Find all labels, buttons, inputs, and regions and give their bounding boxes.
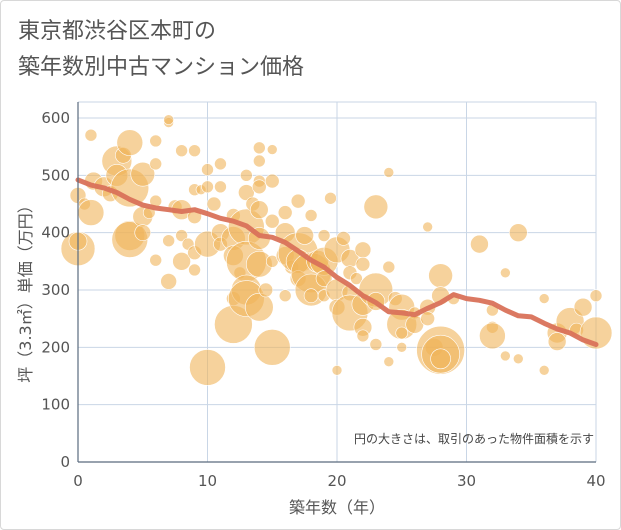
data-bubble [479,322,506,350]
trend-line [75,177,599,347]
trend-layer [75,177,599,347]
data-bubble [315,270,333,287]
axes [77,102,596,463]
y-tick-label: 500 [41,166,70,184]
y-tick-label: 400 [41,224,70,242]
data-bubble [149,157,162,171]
data-bubble [116,129,144,156]
data-bubble [278,289,292,303]
data-bubble [175,229,188,242]
data-bubble [266,144,278,155]
y-tick-label: 600 [41,109,70,127]
data-bubble [363,194,389,220]
x-tick-label: 40 [586,472,605,490]
data-bubble [500,350,511,362]
data-bubble [188,263,201,277]
data-bubble [547,332,567,351]
data-bubble [214,180,227,194]
y-tick-label: 100 [41,396,70,414]
data-bubble [130,161,156,187]
x-tick-label: 10 [198,472,217,490]
title-line-2: 築年数別中古マンション価格 [18,55,305,80]
data-bubble [538,293,550,304]
x-tick-label: 30 [457,472,476,490]
data-bubble [206,196,222,212]
data-bubble [395,326,409,340]
data-bubble [188,144,201,157]
data-bubble [134,224,152,241]
data-bubble [512,353,524,365]
data-bubble [160,273,177,290]
size-legend-note: 円の大きさは、取引のあった物件面積を示す [354,431,594,446]
data-bubble [149,253,162,267]
data-bubble [304,209,318,222]
data-bubble [253,329,291,366]
data-bubble [303,288,319,304]
data-bubble [201,180,214,194]
data-bubble [163,114,174,126]
y-axis-label: 坪（3.3㎡）単価（万円） [16,197,35,382]
data-bubble [214,157,227,171]
data-bubble [277,205,293,220]
x-tick-label: 20 [327,472,346,490]
data-bubble [238,184,255,201]
data-bubble [428,263,453,288]
data-bubble [430,348,451,370]
data-bubble [336,231,351,246]
data-bubble [149,134,162,148]
data-bubble [396,342,408,353]
data-bubble [382,260,396,274]
data-bubble [201,163,214,176]
data-bubble [290,193,306,209]
chart-title: 東京都渋谷区本町の 築年数別中古マンション価格 [18,14,304,86]
bubble-layer [60,114,613,386]
x-axis-label: 築年数（年） [289,498,385,517]
data-bubble [470,234,489,254]
data-bubble [420,311,435,326]
data-bubble [589,289,603,303]
data-bubble [251,179,267,195]
data-bubble [172,252,191,271]
y-tick-label: 300 [41,281,70,299]
data-bubble [538,364,550,376]
x-tick-label: 0 [73,472,83,490]
data-bubble [77,199,105,226]
data-bubble [189,349,226,386]
data-bubble [244,292,274,322]
data-bubble [508,223,528,242]
data-bubble [264,213,280,229]
data-bubble [354,241,372,259]
data-bubble [573,297,593,317]
data-bubble [264,173,280,189]
data-bubble [324,191,337,205]
data-bubble [252,154,266,168]
y-tick-label: 0 [60,453,70,471]
data-bubble [295,226,314,245]
data-bubble [383,167,395,178]
data-bubble [317,229,331,242]
data-bubble [162,234,175,247]
data-bubble [258,282,274,298]
data-bubble [240,169,253,182]
data-bubble [355,256,371,272]
data-bubble [175,144,188,157]
data-bubble [356,329,370,343]
data-bubble [331,364,343,376]
data-bubble [369,338,383,351]
data-bubble [252,141,266,155]
title-line-1: 東京都渋谷区本町の [18,19,217,44]
data-bubble [500,267,511,279]
data-bubble [383,356,395,367]
data-bubble [422,221,433,233]
data-bubble [249,200,269,220]
data-bubble [350,272,363,285]
data-bubble [84,128,98,142]
y-tick-label: 200 [41,338,70,356]
